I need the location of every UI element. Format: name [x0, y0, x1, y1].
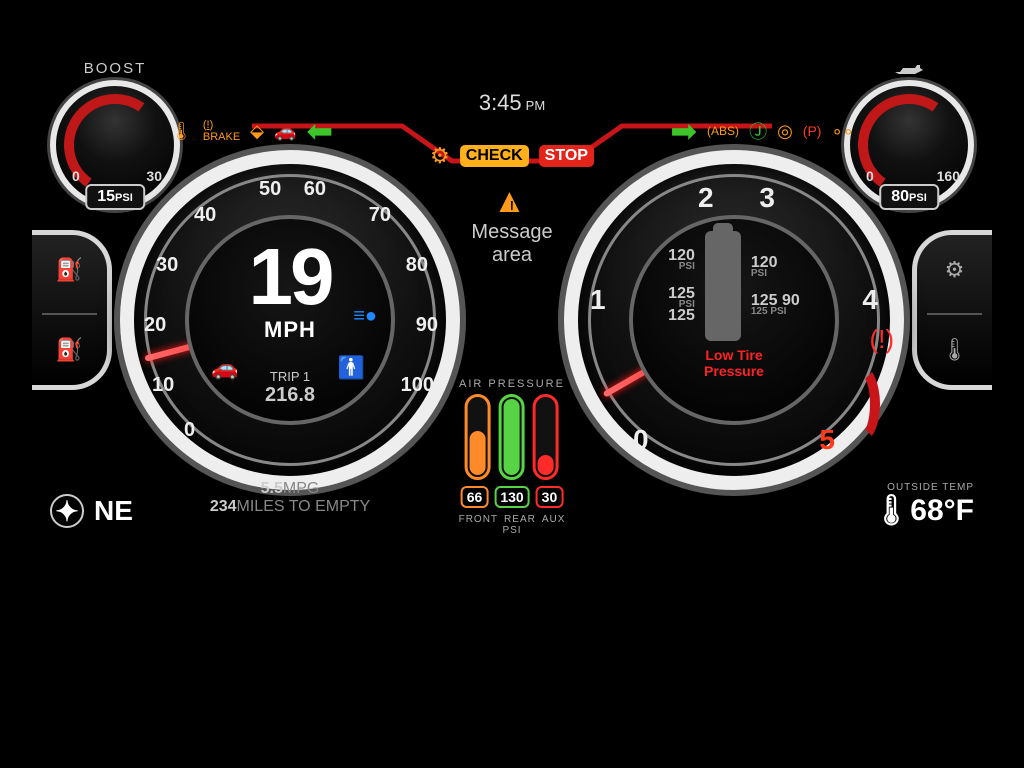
left-side-pod: ⛽ ⛽: [32, 230, 112, 390]
boost-label: BOOST: [56, 60, 174, 77]
speedo-center: 19 MPH ≡● 🚗 🚹 TRIP 1 216.8: [185, 215, 395, 425]
boost-gauge: BOOST 0 30 15PSI: [50, 80, 180, 210]
fuel-icon: ⛽: [32, 337, 107, 363]
lamp-icon: ◎: [777, 121, 793, 142]
def-icon: ⛽: [32, 257, 107, 283]
mil-icon: ⚙: [430, 143, 450, 169]
compass-icon: ✦: [50, 494, 84, 528]
aux-air-bar: [533, 394, 559, 480]
rear-air-bar: [499, 394, 525, 480]
compass: ✦ NE: [50, 494, 133, 528]
aux-icon: ∘∘: [831, 121, 854, 142]
air-pressure-unit: PSI: [459, 525, 566, 536]
indicator-row-right: ➡ (ABS) Ⓙ ◎ (P) ∘∘: [670, 112, 854, 150]
boost-value: 15PSI: [85, 184, 145, 210]
cruise-set-icon: Ⓙ: [749, 118, 767, 144]
gear-icon: ⚙: [917, 257, 992, 283]
trip-value: 216.8: [189, 384, 391, 407]
tachometer: 0 1 2 3 4 5 (!) 120PSI 125PSI125 120PSI …: [564, 150, 904, 490]
stability-icon: 🚗: [274, 121, 296, 142]
right-turn-icon: ➡: [670, 112, 697, 150]
tire-warning: Low TirePressure: [633, 347, 835, 379]
front-air-bar: [465, 394, 491, 480]
right-side-pod: ⚙ 🌡: [912, 230, 992, 390]
air-pressure-panel: AIR PRESSURE 66 130 30 FRONT REAR AUX PS…: [459, 378, 566, 536]
tpms-icon: (!): [869, 324, 894, 355]
tach-center: 120PSI 125PSI125 120PSI 125 90125 PSI Lo…: [629, 215, 839, 425]
speedo-footer: 5.5MPG 234MILES TO EMPTY: [134, 480, 446, 516]
engine-lamp-row: ⚙ CHECK STOP: [430, 143, 594, 169]
left-turn-icon: ⬅: [306, 112, 333, 150]
windshield-icon: ⬙: [250, 121, 264, 142]
air-pressure-label: AIR PRESSURE: [459, 378, 566, 390]
oil-icon: [850, 60, 968, 82]
indicator-row-left: 🌡 (!)BRAKE ⬙ 🚗 ⬅: [170, 112, 333, 150]
speedometer: 0 10 20 30 40 50 60 70 80 90 100 19 MPH …: [120, 150, 460, 490]
oil-value: 80PSI: [879, 184, 939, 210]
engine-temp-icon: 🌡: [170, 121, 193, 142]
brake-icon: (!)BRAKE: [203, 119, 240, 143]
high-beam-icon: ≡●: [353, 305, 377, 328]
compass-heading: NE: [94, 495, 133, 527]
stop-engine-icon: STOP: [539, 145, 594, 167]
cruise-icon: 🚗: [211, 355, 238, 381]
instrument-cluster: BOOST 0 30 15PSI 0 160 80PSI ⛽ ⛽ ⚙ 🌡 0 1…: [40, 90, 984, 520]
park-brake-icon: (P): [803, 123, 822, 139]
coolant-icon: 🌡: [917, 337, 992, 363]
warning-icon: ▲!: [471, 182, 552, 221]
seatbelt-icon: 🚹: [338, 355, 365, 381]
outside-temp: OUTSIDE TEMP 🌡68°F: [872, 482, 974, 528]
message-area: ▲! Message area: [471, 182, 552, 267]
oil-pressure-gauge: 0 160 80PSI: [844, 80, 974, 210]
abs-icon: (ABS): [707, 124, 739, 138]
check-engine-icon: CHECK: [460, 145, 529, 167]
truck-icon: [705, 231, 741, 341]
